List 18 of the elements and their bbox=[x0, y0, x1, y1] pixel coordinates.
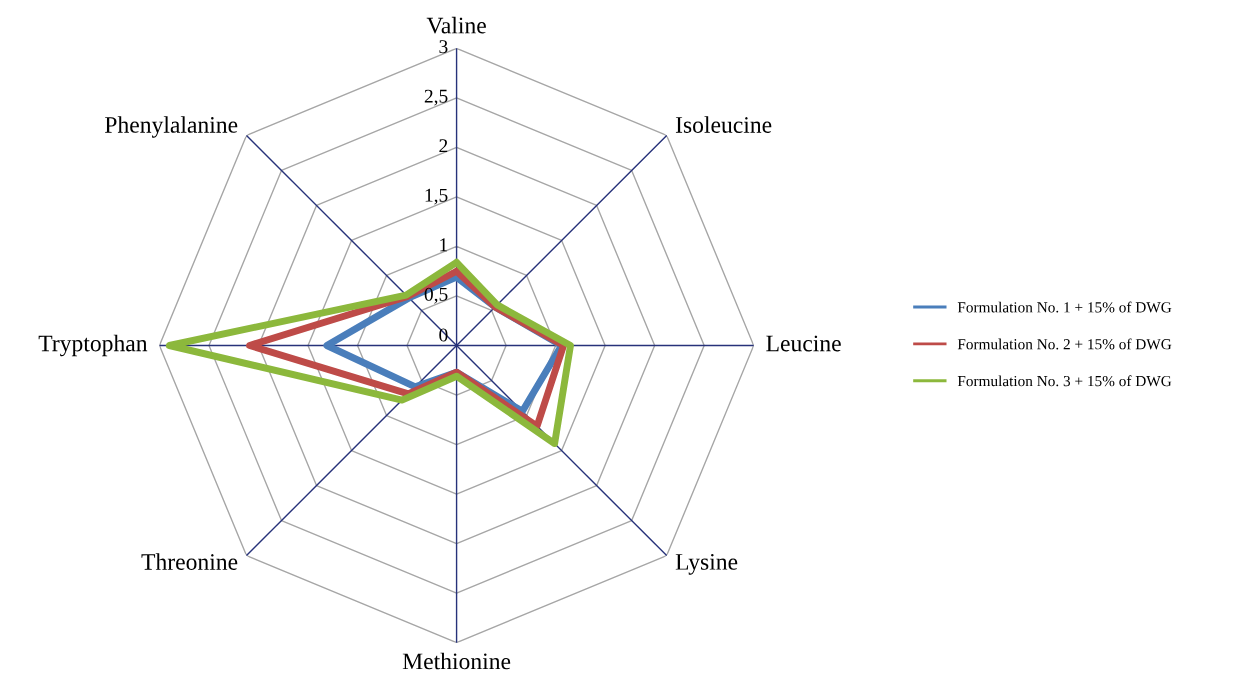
y-tick-label: 1 bbox=[440, 238, 448, 252]
y-tick-label: 0,5 bbox=[424, 287, 448, 304]
y-tick-label: 1,5 bbox=[425, 188, 448, 205]
legend-label: Formulation No. 1 + 15% of DWG bbox=[957, 301, 1172, 313]
legend-label: Formulation No. 3 + 15% of DWG bbox=[957, 375, 1172, 387]
y-tick-label: 3 bbox=[439, 40, 448, 54]
spoke-label: Isoleucine bbox=[675, 116, 772, 133]
y-tick-label: 2 bbox=[439, 139, 448, 153]
y-tick-label: 0 bbox=[439, 328, 448, 342]
spoke-label: Phenylalanine bbox=[104, 116, 238, 138]
legend-label: Formulation No. 2 + 15% of DWG bbox=[957, 338, 1172, 350]
spoke-label: Tryptophan bbox=[38, 334, 148, 357]
spoke-label: Valine bbox=[426, 16, 486, 34]
y-tick-label: 2,5 bbox=[424, 89, 448, 106]
spoke-label: Lysine bbox=[675, 553, 738, 575]
spoke-label: Leucine bbox=[766, 335, 841, 352]
spoke-label: Threonine bbox=[141, 553, 238, 570]
spoke-label: Methionine bbox=[402, 652, 511, 670]
